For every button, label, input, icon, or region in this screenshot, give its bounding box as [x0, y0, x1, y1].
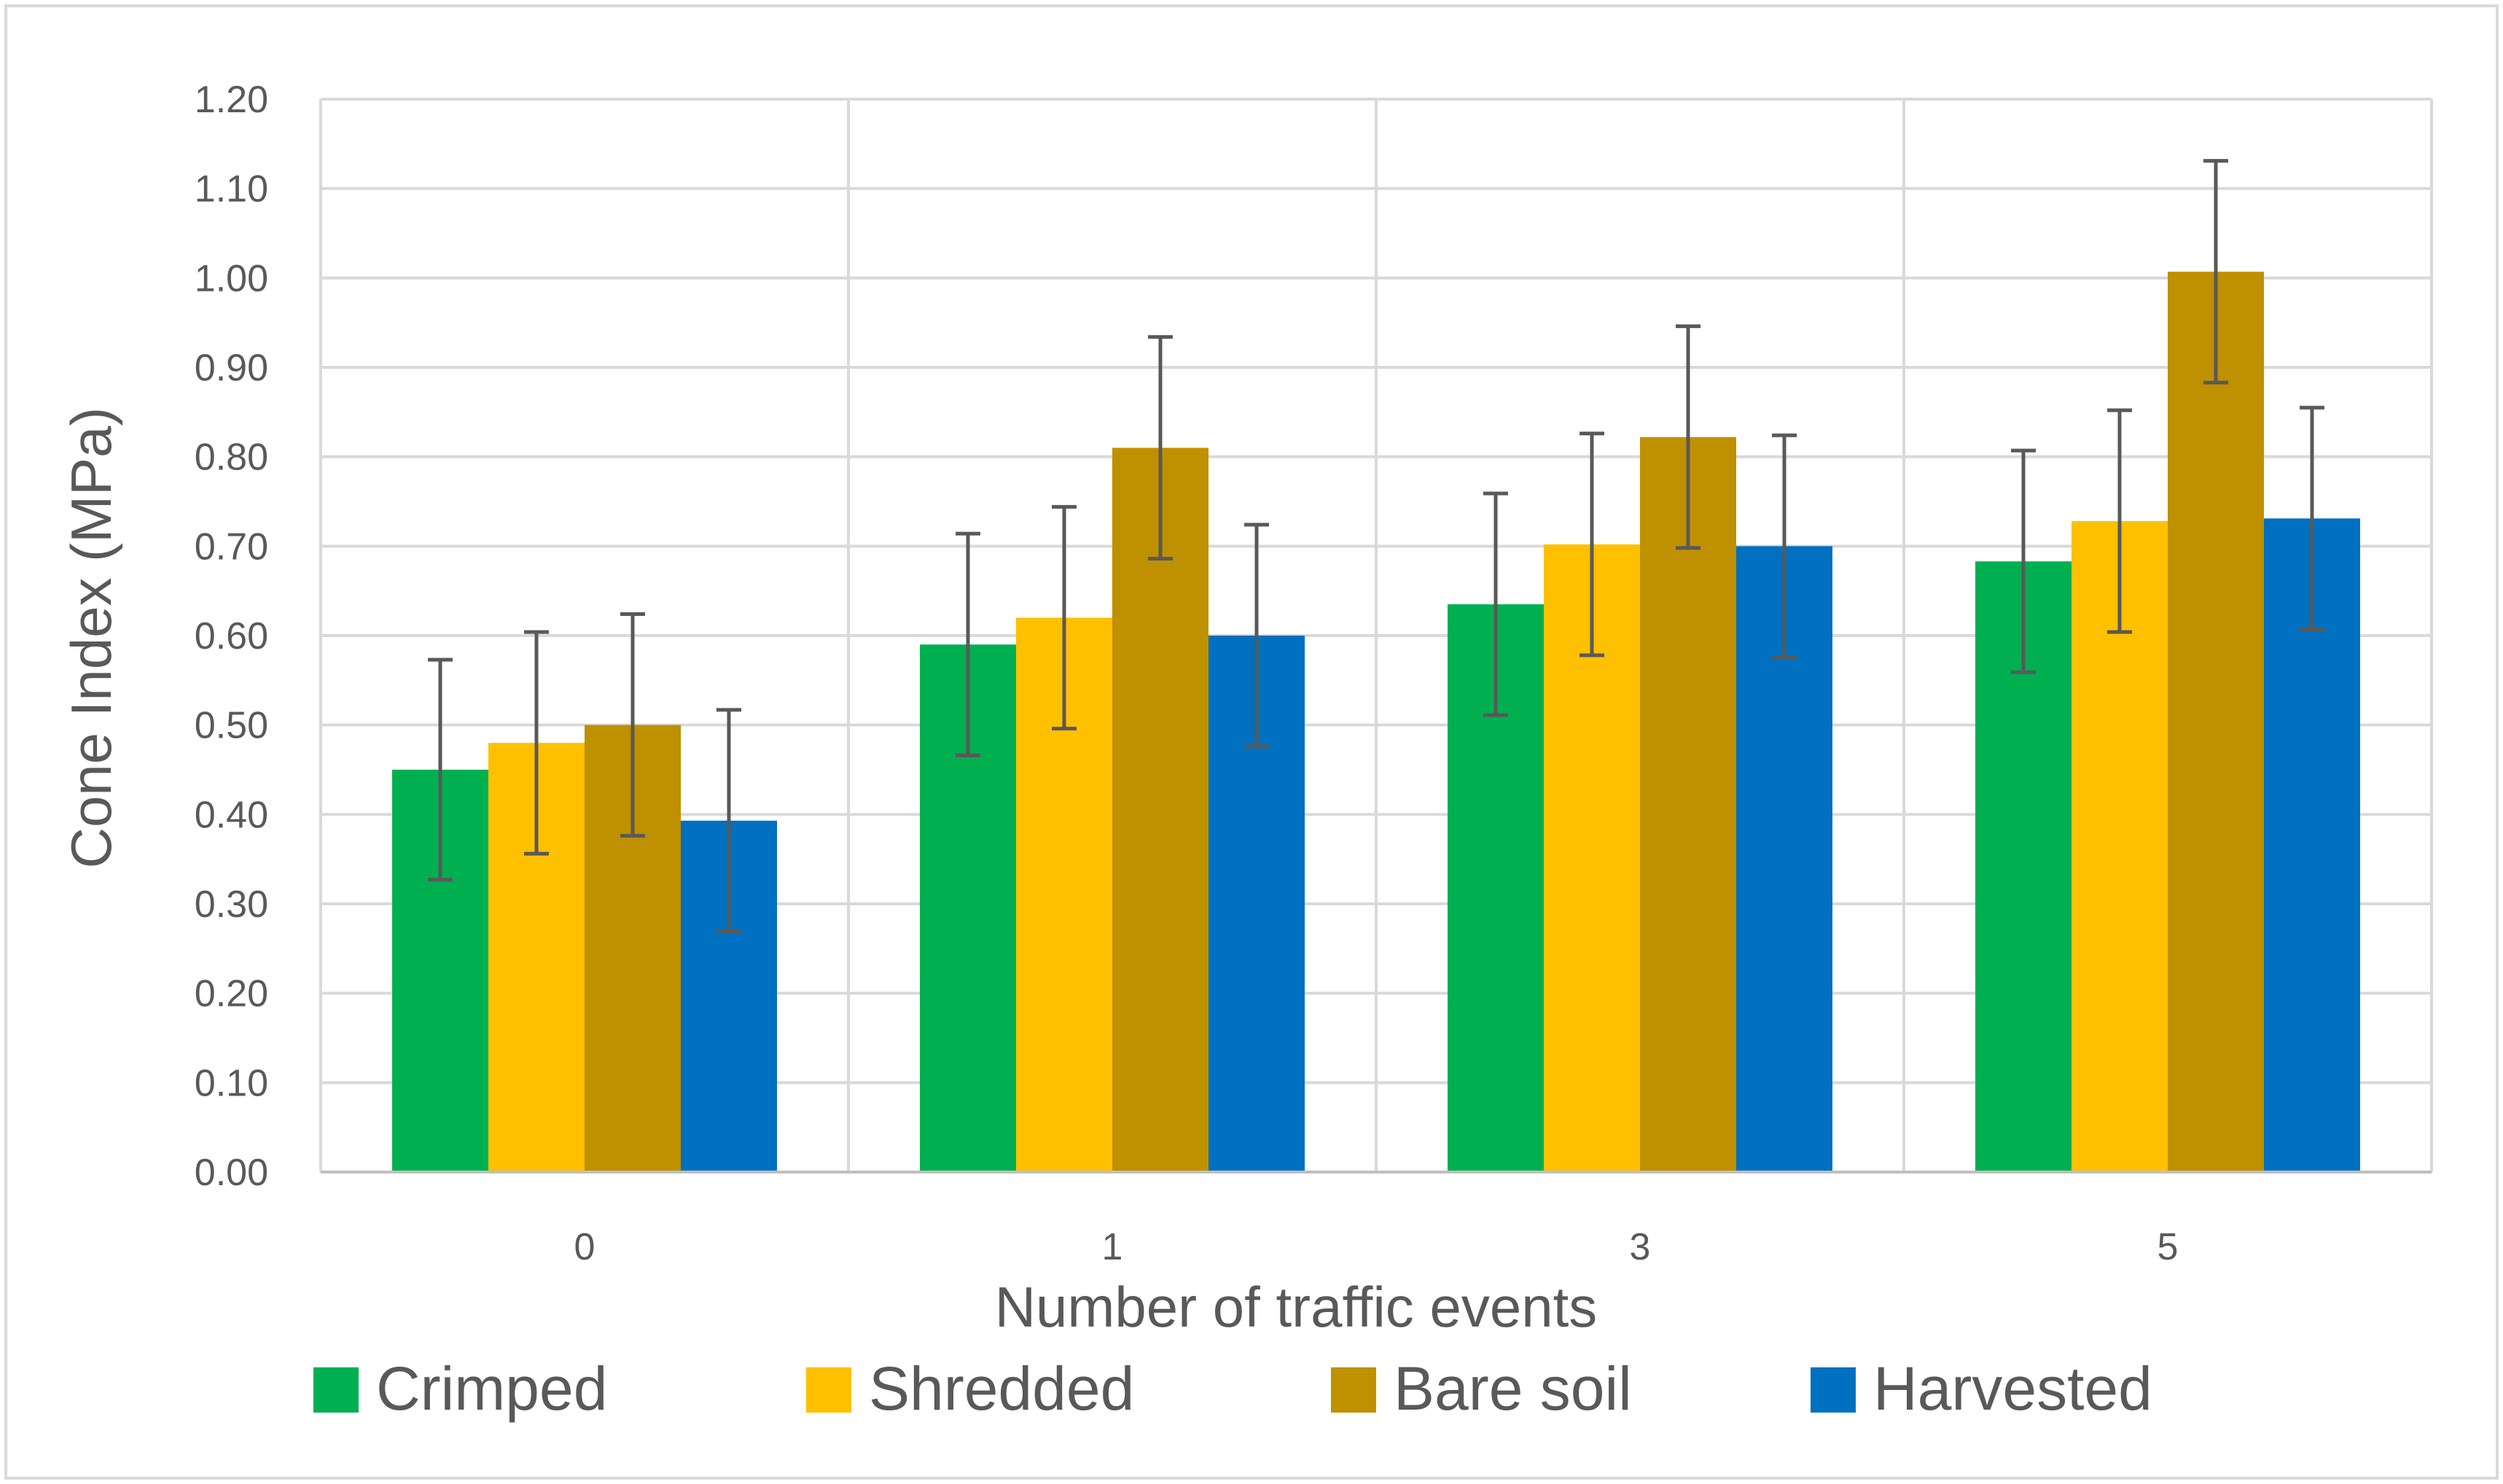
legend-label-crimped: Crimped — [376, 1354, 607, 1423]
x-tick-label: 0 — [574, 1226, 596, 1268]
x-tick-labels: 0 1 3 5 — [574, 1226, 2179, 1268]
legend: Crimped Shredded Bare soil Harvested — [313, 1354, 2152, 1423]
x-tick-label: 3 — [1630, 1226, 1651, 1268]
y-tick-label: 0.40 — [195, 794, 268, 836]
bar-bare-soil-3 — [1640, 437, 1736, 1172]
legend-swatch-crimped — [313, 1367, 359, 1413]
error-bars — [428, 159, 2324, 934]
legend-swatch-bare-soil — [1331, 1367, 1376, 1413]
y-tick-label: 0.50 — [195, 705, 268, 747]
y-tick-label: 1.20 — [195, 79, 268, 121]
x-tick-label: 5 — [2158, 1226, 2179, 1268]
legend-swatch-harvested — [1811, 1367, 1856, 1413]
y-tick-label: 0.80 — [195, 437, 268, 479]
y-tick-label: 0.90 — [195, 347, 268, 389]
y-tick-labels: 0.00 0.10 0.20 0.30 0.40 0.50 0.60 0.70 0.80 0.90… — [195, 79, 268, 1194]
x-tick-label: 1 — [1102, 1226, 1123, 1268]
bar-bare-soil-1 — [1112, 448, 1208, 1172]
y-tick-label: 1.00 — [195, 257, 268, 300]
legend-swatch-shredded — [806, 1367, 851, 1413]
y-tick-label: 0.10 — [195, 1062, 268, 1104]
y-tick-label: 0.30 — [195, 883, 268, 926]
y-tick-label: 0.00 — [195, 1152, 268, 1194]
bar-bare-soil-5 — [2168, 271, 2264, 1172]
legend-label-bare-soil: Bare soil — [1394, 1354, 1632, 1423]
y-tick-label: 0.20 — [195, 973, 268, 1015]
y-tick-label: 0.60 — [195, 615, 268, 657]
y-tick-label: 0.70 — [195, 526, 268, 568]
y-tick-label: 1.10 — [195, 168, 268, 211]
legend-label-shredded: Shredded — [869, 1354, 1134, 1423]
y-axis-title: Cone Index (MPa) — [59, 407, 123, 869]
legend-label-harvested: Harvested — [1873, 1354, 2152, 1423]
x-axis-title: Number of traffic events — [995, 1275, 1598, 1339]
